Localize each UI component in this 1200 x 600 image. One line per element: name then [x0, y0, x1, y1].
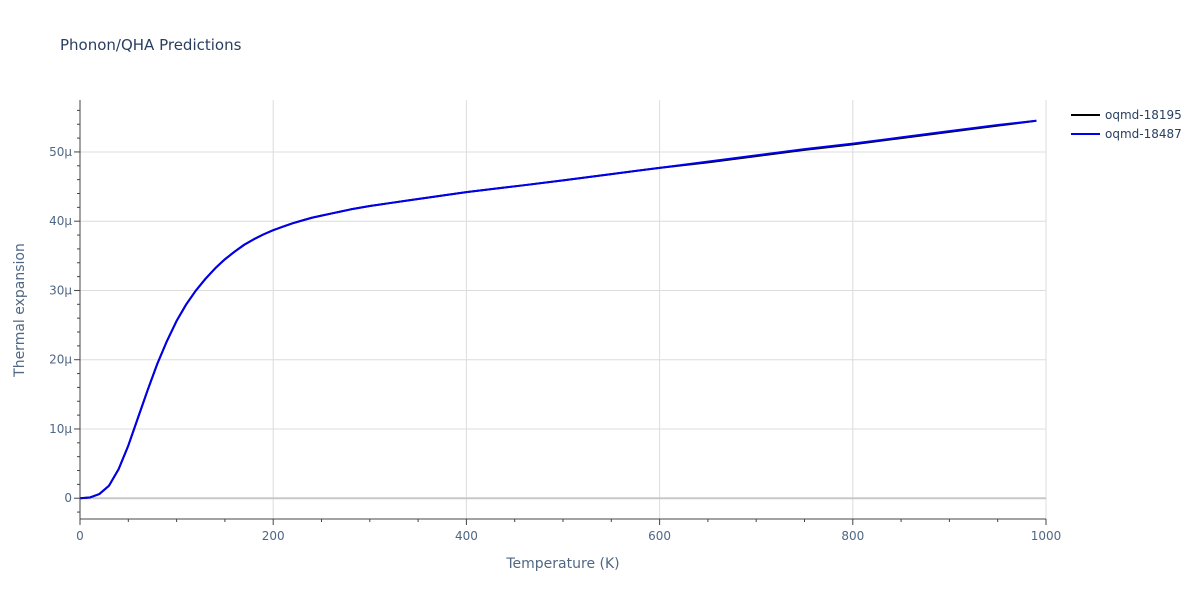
y-tick-label: 0 [64, 491, 72, 505]
series-line-oqmd-18487[interactable] [79, 119, 1037, 500]
chart-title: Phonon/QHA Predictions [60, 36, 242, 54]
x-tick-label: 0 [76, 529, 84, 543]
legend-label[interactable]: oqmd-18487 [1105, 127, 1182, 141]
series-lines[interactable] [79, 119, 1037, 500]
y-tick-label: 30μ [49, 283, 72, 297]
x-tick-label: 600 [648, 529, 671, 543]
y-tick-label: 40μ [49, 214, 72, 228]
x-axis-title: Temperature (K) [505, 556, 619, 572]
series-line-oqmd-18195[interactable] [79, 119, 1037, 500]
x-tick-label: 200 [262, 529, 285, 543]
y-tick-label: 10μ [49, 422, 72, 436]
legend-label[interactable]: oqmd-18195 [1105, 108, 1182, 122]
x-tick-label: 800 [841, 529, 864, 543]
axes: 0 200 400 600 800 1000 0 10μ 20μ 30μ 40μ 50μ [49, 100, 1061, 543]
grid [80, 100, 1047, 519]
x-tick-label: 400 [455, 529, 478, 543]
y-tick-label: 50μ [49, 145, 72, 159]
x-tick-label: 1000 [1031, 529, 1062, 543]
y-tick-label: 20μ [49, 353, 72, 367]
y-axis-title: Thermal expansion [12, 243, 28, 378]
legend[interactable]: oqmd-18195 oqmd-18487 [1071, 108, 1182, 141]
